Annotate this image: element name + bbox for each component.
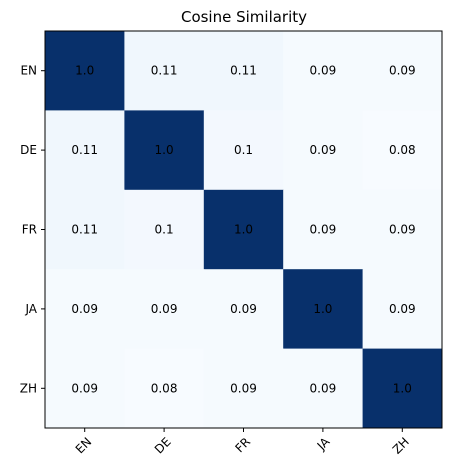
x-tick-label: ZH [390,435,412,457]
heatmap-cell-value-label: 0.09 [389,64,416,78]
heatmap-cell [362,189,443,270]
heatmap-cell-value-label: 0.09 [71,302,98,316]
y-tick-label: EN [20,64,37,78]
heatmap-cell [283,110,364,191]
heatmap-cell-value-label: 0.09 [389,302,416,316]
heatmap-cell [203,110,284,191]
heatmap-cell-value-label: 0.09 [151,302,178,316]
heatmap-cells [45,31,443,429]
heatmap-cell-value-label: 0.1 [234,143,253,157]
heatmap-cell [203,31,284,111]
x-tick-label: FR [232,435,253,456]
heatmap-cell-value-label: 1.0 [155,143,174,157]
x-axis-ticks: EN DE FR JA ZH [73,428,412,457]
heatmap-cell [203,348,284,429]
x-tick-label: EN [73,435,95,457]
heatmap-cell [283,189,364,270]
heatmap-cell [362,348,443,429]
x-tick-label: DE [152,435,174,457]
heatmap-cell [362,31,443,111]
heatmap-cell-value-label: 0.09 [310,143,337,157]
heatmap-cell-value-label: 0.09 [71,381,98,395]
heatmap-cell [45,189,125,270]
y-axis-ticks: EN DE FR JA ZH [20,64,45,395]
heatmap-cell-value-label: 0.09 [310,223,337,237]
heatmap-cell [203,269,284,350]
heatmap-cell [283,269,364,350]
heatmap-cell-value-label: 0.09 [310,381,337,395]
heatmap-cell-value-label: 0.09 [310,64,337,78]
heatmap-cell [124,348,205,429]
heatmap-cell [283,348,364,429]
heatmap-cell-value-label: 1.0 [234,223,253,237]
heatmap-cell-value-label: 0.11 [71,223,98,237]
heatmap-cell-value-label: 0.09 [389,223,416,237]
y-tick-label: FR [22,223,37,237]
heatmap-cell [45,269,125,350]
y-tick-label: JA [24,302,37,316]
heatmap-cell-value-label: 0.11 [71,143,98,157]
heatmap-cell-value-label: 1.0 [393,381,412,395]
heatmap-cell [124,269,205,350]
heatmap-value-labels: 1.0 0.11 0.11 0.09 0.09 0.11 1.0 0.1 0.09 0.08 0.1… [71,64,415,396]
heatmap-cell-value-label: 0.08 [151,381,178,395]
heatmap-cell [45,348,125,429]
heatmap-cell [124,189,205,270]
y-tick-label: DE [20,143,37,157]
heatmap-cell-value-label: 0.08 [389,143,416,157]
heatmap-cell-value-label: 1.0 [75,64,94,78]
heatmap-cell [362,110,443,191]
y-tick-label: ZH [20,381,37,395]
heatmap-cell [124,31,205,111]
heatmap-cell-value-label: 0.09 [230,302,257,316]
chart-title: Cosine Similarity [181,8,307,26]
heatmap-cell-value-label: 1.0 [313,302,332,316]
heatmap-cell-value-label: 0.1 [155,223,174,237]
heatmap-cell [45,31,125,111]
heatmap-cell [362,269,443,350]
heatmap-cell [283,31,364,111]
heatmap-cell-value-label: 0.09 [230,381,257,395]
heatmap-cell [124,110,205,191]
heatmap-cell [45,110,125,191]
x-tick-label: JA [314,434,333,453]
heatmap-cell-value-label: 0.11 [230,64,257,78]
heatmap-cell [203,189,284,270]
heatmap-cell-value-label: 0.11 [151,64,178,78]
